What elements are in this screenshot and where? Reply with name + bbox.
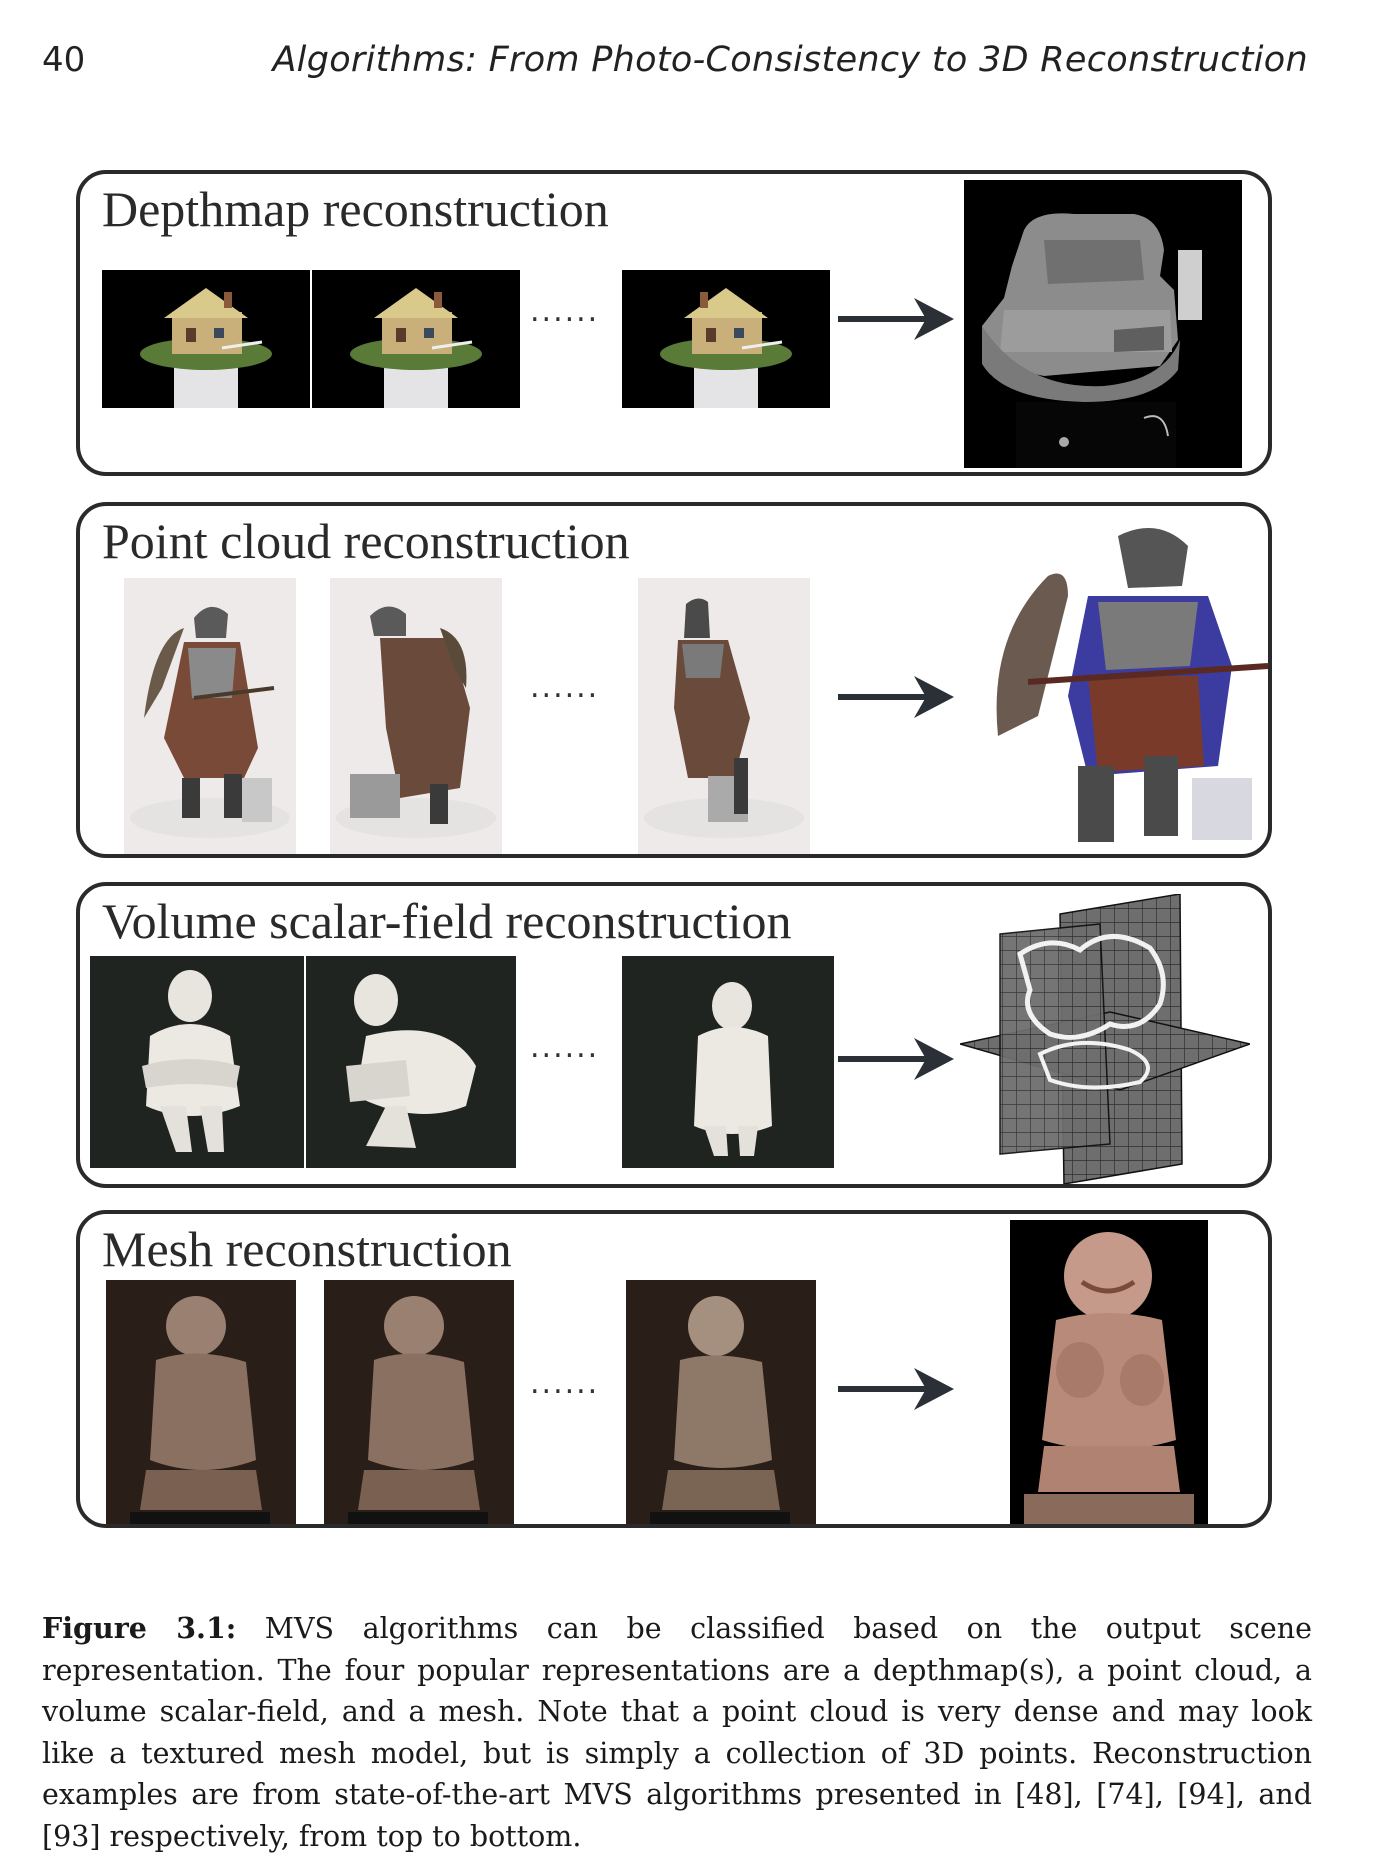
input-image-statue-n — [626, 1280, 816, 1524]
input-image-statue-1 — [106, 1280, 296, 1524]
page-number: 40 — [42, 40, 86, 80]
figure-label: Figure 3.1: — [42, 1611, 237, 1645]
panel-title: Depthmap reconstruction — [102, 181, 609, 237]
panel-title: Point cloud reconstruction — [102, 513, 630, 569]
arrow-right-icon — [838, 1038, 954, 1080]
ellipsis: ...... — [530, 670, 600, 705]
panel-mesh: Mesh reconstruction ...... — [76, 1210, 1272, 1528]
panel-title: Volume scalar-field reconstruction — [102, 893, 792, 949]
panel-point-cloud: Point cloud reconstruction ...... — [76, 502, 1272, 858]
arrow-right-icon — [838, 1368, 954, 1410]
result-volume-slices-image — [960, 894, 1250, 1184]
input-image-figure-1 — [90, 956, 304, 1168]
result-mesh-image — [1010, 1220, 1208, 1524]
input-image-warrior-1 — [124, 578, 296, 854]
input-image-figure-2 — [306, 956, 516, 1168]
ellipsis: ...... — [530, 1030, 600, 1065]
input-image-house-1 — [102, 270, 310, 408]
input-image-warrior-n — [638, 578, 810, 854]
result-point-cloud-image — [968, 516, 1298, 852]
running-header: Algorithms: From Photo-Consistency to 3D… — [272, 40, 1308, 80]
input-image-figure-n — [622, 956, 834, 1168]
ellipsis: ...... — [530, 1366, 600, 1401]
panel-volume-scalar-field: Volume scalar-field reconstruction .....… — [76, 882, 1272, 1188]
input-image-statue-2 — [324, 1280, 514, 1524]
ellipsis: ...... — [530, 294, 600, 329]
input-image-house-2 — [312, 270, 520, 408]
input-image-house-n — [622, 270, 830, 408]
arrow-right-icon — [838, 676, 954, 718]
panel-title: Mesh reconstruction — [102, 1221, 512, 1277]
panel-depthmap: Depthmap reconstruction ...... — [76, 170, 1272, 476]
caption-text: MVS algorithms can be classified based o… — [42, 1612, 1312, 1853]
figure-caption: Figure 3.1: MVS algorithms can be classi… — [42, 1608, 1312, 1857]
result-depthmap-image — [964, 180, 1242, 468]
arrow-right-icon — [838, 298, 954, 340]
input-image-warrior-2 — [330, 578, 502, 854]
